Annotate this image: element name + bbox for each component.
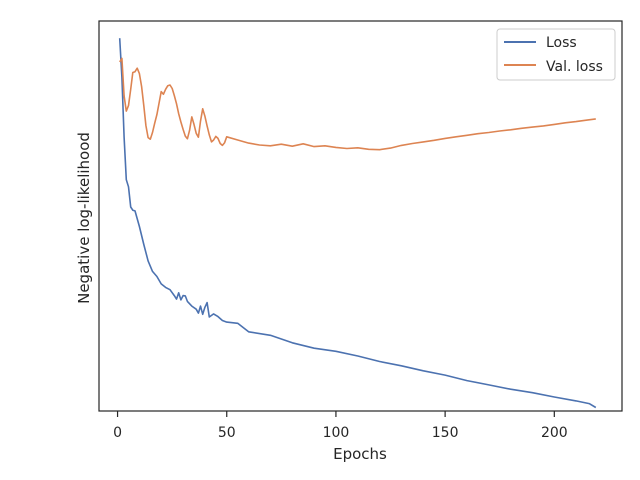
- plot-frame: [98, 20, 623, 412]
- x-axis: 0 50 100 150 200: [113, 411, 568, 441]
- x-tick-label: 0: [113, 425, 122, 441]
- series-layer: [118, 38, 597, 409]
- x-tick-label: 150: [432, 425, 459, 441]
- series-line-val-loss: [119, 57, 596, 151]
- legend: Loss Val. loss: [496, 28, 616, 81]
- y-axis-label: Negative log-likelihood: [75, 132, 93, 304]
- legend-label-loss: Loss: [546, 35, 577, 51]
- x-axis-label: Epochs: [333, 445, 387, 463]
- x-tick-label: 200: [541, 425, 568, 441]
- x-tick-label: 100: [323, 425, 350, 441]
- series-line-loss: [118, 38, 597, 409]
- legend-label-val-loss: Val. loss: [546, 59, 603, 75]
- x-tick-label: 50: [218, 425, 236, 441]
